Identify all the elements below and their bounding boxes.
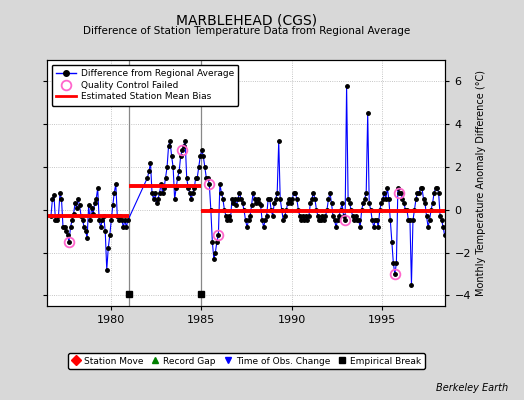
Text: Difference of Station Temperature Data from Regional Average: Difference of Station Temperature Data f… [83, 26, 410, 36]
Text: Berkeley Earth: Berkeley Earth [436, 383, 508, 393]
Legend: Station Move, Record Gap, Time of Obs. Change, Empirical Break: Station Move, Record Gap, Time of Obs. C… [68, 353, 425, 369]
Text: MARBLEHEAD (CGS): MARBLEHEAD (CGS) [176, 14, 317, 28]
Y-axis label: Monthly Temperature Anomaly Difference (°C): Monthly Temperature Anomaly Difference (… [476, 70, 486, 296]
